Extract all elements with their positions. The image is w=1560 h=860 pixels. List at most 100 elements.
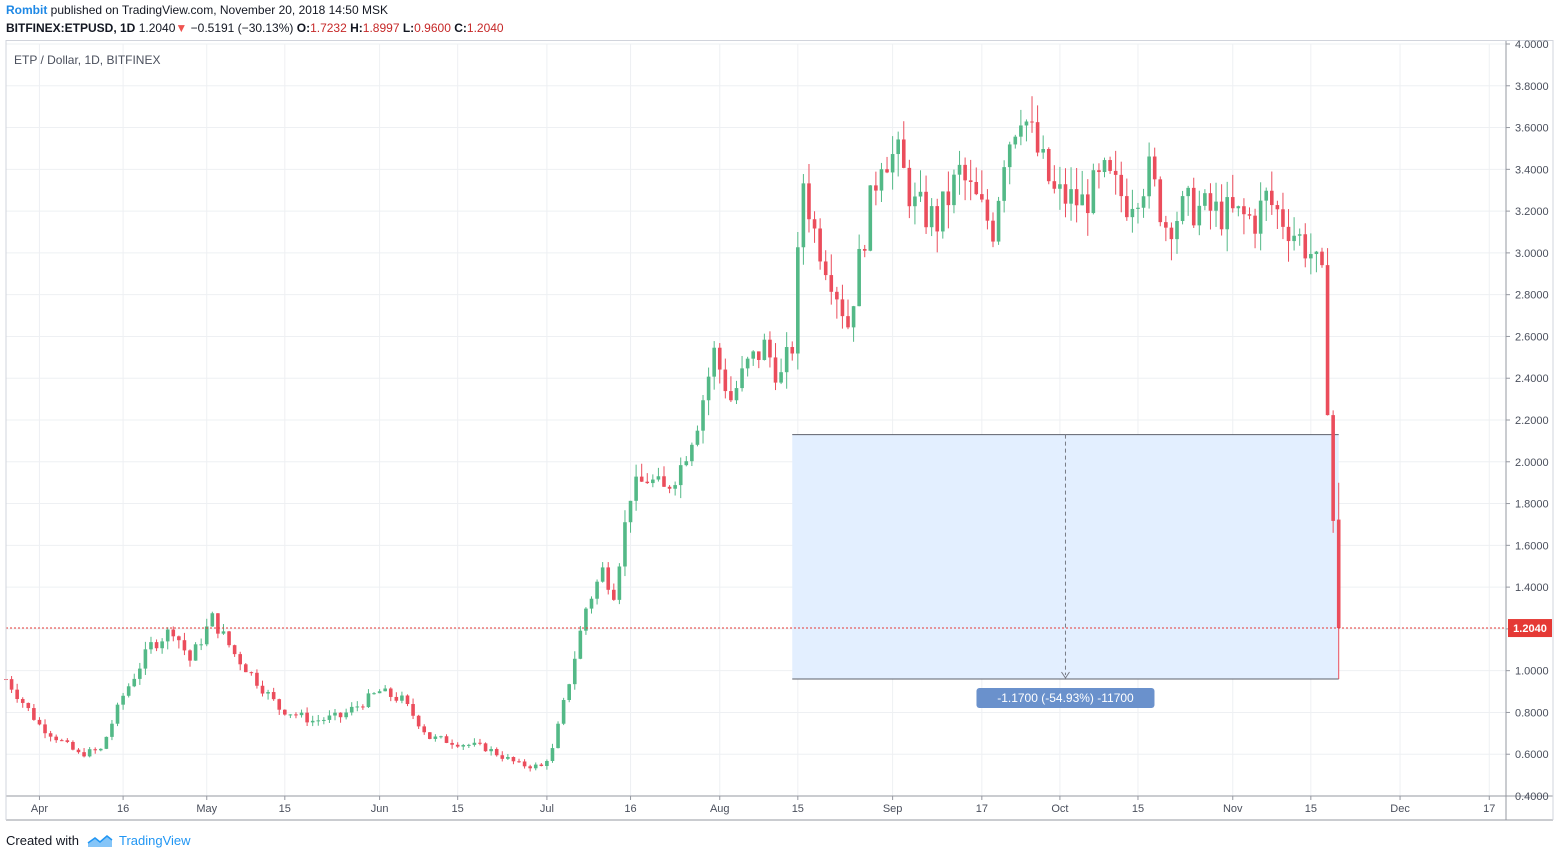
- candle-body: [433, 736, 438, 739]
- low-label: L:: [402, 21, 415, 35]
- candle-body: [1158, 179, 1163, 223]
- candle-body: [104, 736, 109, 749]
- candle-body: [210, 613, 215, 627]
- candle-body: [879, 169, 884, 191]
- candle-body: [1331, 415, 1335, 521]
- candle-body: [427, 732, 432, 739]
- published-text: published on TradingView.com, November 2…: [50, 3, 388, 17]
- candle-body: [762, 339, 767, 360]
- candle-body: [857, 248, 861, 307]
- candle-body: [171, 629, 176, 637]
- candle-body: [684, 461, 689, 466]
- candle-body: [701, 400, 705, 431]
- candle-body: [1230, 197, 1235, 209]
- candle-body: [734, 388, 739, 401]
- candle-body: [963, 164, 967, 181]
- candle-body: [71, 741, 75, 750]
- candle-body: [1074, 189, 1079, 206]
- candle-body: [115, 704, 120, 724]
- candle-body: [595, 581, 599, 599]
- tradingview-brand[interactable]: TradingView: [118, 833, 191, 848]
- y-tick-label: 1.4000: [1515, 582, 1549, 594]
- candle-body: [143, 649, 148, 669]
- candle-body: [177, 636, 181, 641]
- candle-body: [1046, 149, 1051, 182]
- candle-body: [1325, 265, 1330, 416]
- candle-body: [874, 185, 878, 191]
- candle-body: [483, 743, 488, 752]
- open-value: 1.7232: [310, 21, 347, 35]
- chart-legend-title: ETP / Dollar, 1D, BITFINEX: [14, 53, 160, 67]
- y-tick-label: 0.8000: [1515, 707, 1549, 719]
- candle-body: [500, 755, 505, 759]
- price-chart[interactable]: -1.1700 (-54.93%) -11700 4.0000 3.8000 3.6…: [0, 40, 1560, 830]
- candle-body: [388, 688, 393, 697]
- candle-body: [695, 430, 700, 445]
- candle-body: [110, 723, 114, 737]
- candle-body: [1292, 235, 1296, 242]
- x-tick-label: Dec: [1390, 803, 1410, 815]
- candle-body: [1147, 156, 1151, 197]
- y-tick-label: 3.2000: [1515, 206, 1549, 218]
- x-tick-label: Oct: [1051, 803, 1068, 815]
- candle-body: [93, 749, 98, 751]
- author-name[interactable]: Rombit: [6, 3, 48, 17]
- candle-body: [344, 712, 348, 718]
- candle-body: [807, 183, 811, 220]
- candle-body: [149, 642, 153, 650]
- candle-body: [32, 708, 36, 720]
- tradingview-logo-icon[interactable]: [87, 834, 113, 848]
- candle-body: [1303, 234, 1308, 259]
- candle-body: [400, 695, 404, 701]
- candle-body: [673, 485, 677, 489]
- candle-body: [450, 742, 454, 745]
- candle-body: [372, 693, 376, 695]
- candle-body: [1002, 167, 1006, 201]
- candle-body: [957, 164, 962, 175]
- y-tick-label: 3.4000: [1515, 164, 1549, 176]
- price-axis[interactable]: 4.0000 3.8000 3.6000 3.4000 3.2000 3.0000 2.80…: [1506, 40, 1552, 803]
- close-value: 1.2040: [466, 21, 504, 35]
- candle-body: [188, 650, 192, 661]
- candle-body: [54, 736, 58, 741]
- candle-body: [59, 740, 64, 742]
- candle-body: [1052, 181, 1057, 189]
- candle-body: [667, 486, 672, 489]
- candle-body: [550, 748, 555, 762]
- candle-body: [589, 598, 594, 609]
- candle-body: [305, 712, 309, 723]
- candle-body: [885, 169, 889, 173]
- candle-body: [913, 196, 917, 207]
- candle-body: [1320, 251, 1324, 266]
- candle-body: [712, 347, 716, 377]
- y-tick-label: 2.6000: [1515, 331, 1549, 343]
- candle-body: [745, 358, 750, 369]
- y-tick-label: 3.0000: [1515, 248, 1549, 260]
- measure-tool[interactable]: -1.1700 (-54.93%) -11700: [792, 434, 1339, 709]
- last-price-value: 1.2040: [138, 21, 176, 35]
- candle-body: [1007, 144, 1012, 168]
- x-tick-label: Apr: [31, 803, 48, 815]
- y-tick-label: 3.8000: [1515, 81, 1549, 93]
- candle-body: [9, 679, 14, 690]
- candle-body: [985, 199, 990, 221]
- candle-body: [511, 756, 516, 762]
- candle-body: [227, 631, 231, 646]
- candle-body: [138, 668, 142, 679]
- candle-body: [1309, 254, 1313, 259]
- candle-body: [294, 714, 298, 716]
- candle-body: [1175, 221, 1179, 240]
- y-tick-label: 0.4000: [1515, 791, 1549, 803]
- candle-body: [1275, 205, 1280, 210]
- candle-body: [366, 693, 371, 708]
- high-label: H:: [350, 21, 363, 35]
- measure-arrow-head: [1061, 671, 1070, 679]
- y-tick-label: 2.0000: [1515, 457, 1549, 469]
- candle-body: [277, 699, 282, 710]
- candles: [4, 96, 1506, 772]
- candle-body: [623, 522, 627, 567]
- candle-body: [522, 761, 527, 767]
- candle-body: [690, 444, 694, 462]
- x-tick-label: May: [196, 803, 217, 815]
- time-axis[interactable]: Apr 16 May 15 Jun 15 Jul 16 Aug 15 Sep 17 Oct 15 Nov 15…: [31, 796, 1496, 815]
